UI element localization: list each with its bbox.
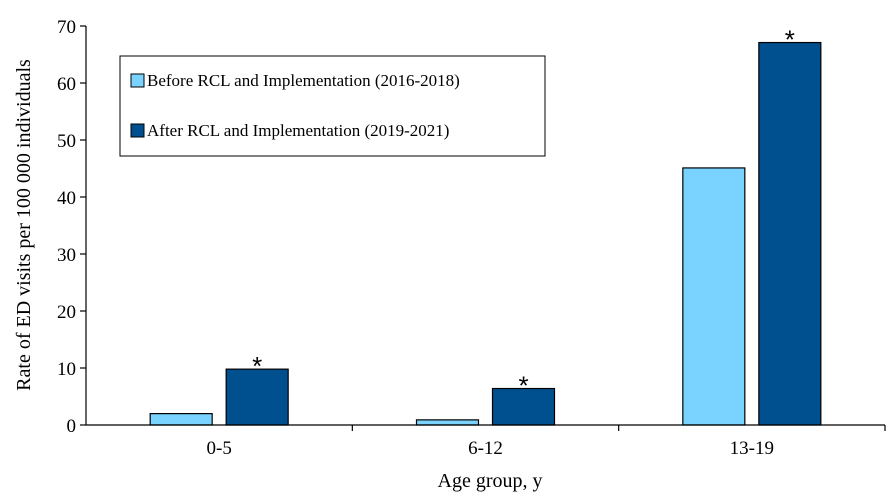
significance-asterisk: *: [518, 371, 528, 401]
y-tick-label: 50: [57, 131, 76, 152]
bars: [149, 41, 822, 426]
bar-6-12-series-0: [415, 419, 480, 426]
x-axis-title: Age group, y: [438, 470, 543, 492]
x-axis-ticks: 0-5 6-12 13-19: [207, 425, 886, 459]
x-tick-label-6-12: 6-12: [468, 438, 503, 459]
significance-asterisk: *: [252, 351, 262, 381]
legend-label-before: Before RCL and Implementation (2016-2018…: [147, 71, 460, 90]
y-tick-label: 20: [57, 302, 76, 323]
y-tick-label: 0: [67, 416, 77, 437]
y-tick-label: 40: [57, 188, 76, 209]
y-axis-ticks: 0 10 20 30 40 50 60 70: [57, 17, 86, 437]
y-tick-label: 60: [57, 74, 76, 95]
significance-asterisk: *: [785, 25, 795, 55]
significance-marks: * * *: [252, 25, 795, 401]
bar-6-12-series-1: [491, 387, 556, 426]
bar-13-19-series-1: [758, 41, 822, 426]
legend: Before RCL and Implementation (2016-2018…: [119, 55, 546, 157]
y-tick-label: 10: [57, 359, 76, 380]
legend-swatch-after: [130, 123, 145, 138]
y-tick-label: 30: [57, 245, 76, 266]
legend-box: [119, 55, 546, 157]
bar-0-5-series-0: [149, 413, 213, 426]
legend-label-after: After RCL and Implementation (2019-2021): [147, 121, 449, 140]
x-tick-label-0-5: 0-5: [207, 438, 232, 459]
x-tick-label-13-19: 13-19: [730, 438, 774, 459]
y-tick-label: 70: [57, 17, 76, 38]
legend-swatch-before: [130, 73, 145, 88]
bar-13-19-series-0: [682, 167, 746, 426]
y-axis-title: Rate of ED visits per 100 000 individual…: [13, 59, 35, 391]
